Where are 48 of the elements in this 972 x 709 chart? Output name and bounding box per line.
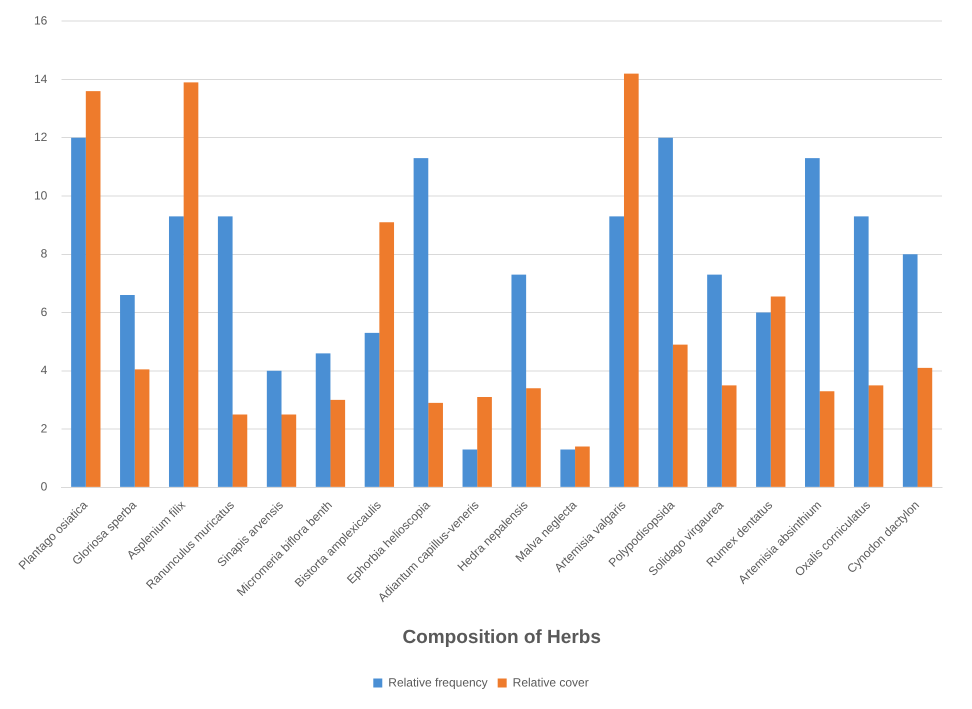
bar <box>134 369 150 487</box>
y-tick-label: 4 <box>40 363 48 378</box>
bar <box>330 400 346 487</box>
bar <box>232 414 248 487</box>
y-tick-label: 12 <box>34 130 48 144</box>
bar <box>428 402 443 487</box>
bar <box>266 370 282 487</box>
bar <box>624 74 639 487</box>
y-tick-label: 8 <box>40 246 48 261</box>
bar <box>918 368 932 487</box>
bar <box>218 216 233 487</box>
bar <box>86 91 100 487</box>
bar <box>511 274 526 487</box>
bar <box>282 414 296 487</box>
bar <box>560 449 576 487</box>
bar <box>902 254 918 487</box>
bar <box>477 397 492 487</box>
bar <box>756 312 771 487</box>
legend-label: Relative cover <box>512 675 589 690</box>
bar <box>575 446 590 487</box>
bar <box>672 344 688 487</box>
bar <box>770 296 786 487</box>
bar <box>609 216 624 487</box>
bar <box>868 385 884 487</box>
bar <box>364 332 380 487</box>
bar <box>722 385 737 487</box>
y-tick-label: 0 <box>40 480 48 494</box>
bar <box>71 138 86 487</box>
bar <box>854 216 869 487</box>
y-tick-label: 16 <box>34 14 48 28</box>
y-tick-label: 2 <box>40 421 48 436</box>
bar <box>805 158 820 487</box>
legend-label: Relative frequency <box>388 675 488 690</box>
bar <box>707 274 722 487</box>
bar <box>379 222 394 487</box>
bar <box>658 138 673 487</box>
y-tick-label: 14 <box>34 72 48 86</box>
bar <box>462 449 478 487</box>
y-tick-label: 6 <box>40 304 48 319</box>
bar <box>168 216 184 487</box>
bar <box>120 295 135 487</box>
bar <box>316 353 330 487</box>
bar <box>414 158 428 487</box>
x-axis-title: Composition of Herbs <box>402 626 601 648</box>
y-tick-label: 10 <box>34 188 48 202</box>
bar <box>184 82 198 487</box>
bar <box>526 388 541 487</box>
bar <box>820 391 834 487</box>
